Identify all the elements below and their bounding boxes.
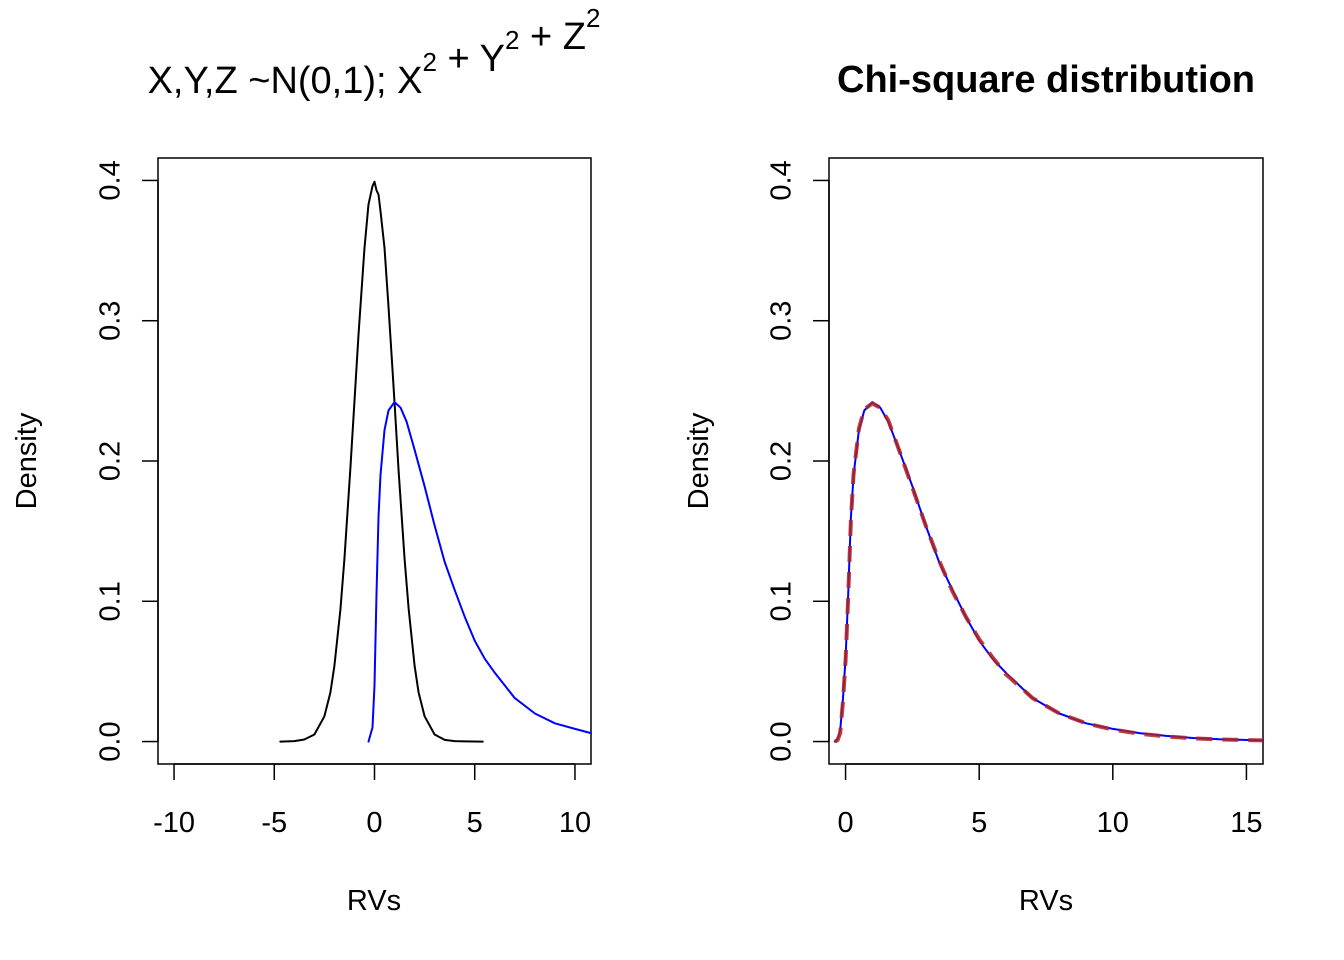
y-tick-label: 0.3 xyxy=(766,301,798,341)
density-curve-dashed xyxy=(833,401,1264,744)
title-term-base: Z xyxy=(563,16,586,58)
left-y-axis: 0.0 0.1 0.2 0.3 0.4 xyxy=(95,160,159,762)
y-tick-label: 0.3 xyxy=(95,301,127,341)
y-tick-label: 0.0 xyxy=(766,721,798,761)
x-tick-label: 0 xyxy=(366,807,382,839)
right-x-axis-label: RVs xyxy=(1019,885,1073,917)
left-x-axis: -10 -5 0 5 10 xyxy=(153,763,591,839)
title-main-part: X,Y,Z ~N(0,1); xyxy=(148,60,398,102)
x-tick-label: 5 xyxy=(971,807,987,839)
x-tick-label: -5 xyxy=(261,807,287,839)
right-chart-panel: Chi-square distribution 0 5 10 15 0.0 0.1 0.2… xyxy=(683,59,1264,917)
title-operator: + xyxy=(437,38,480,80)
title-term-exponent: 2 xyxy=(505,25,519,55)
title-operator: + xyxy=(519,16,562,58)
y-tick-label: 0.2 xyxy=(766,441,798,481)
y-tick-label: 0.1 xyxy=(766,581,798,621)
right-series-lines xyxy=(833,401,1264,744)
y-tick-label: 0.4 xyxy=(766,160,798,200)
y-tick-label: 0.0 xyxy=(95,721,127,761)
left-series-lines xyxy=(279,180,592,743)
x-tick-label: 5 xyxy=(467,807,483,839)
right-y-axis-label: Density xyxy=(683,412,715,509)
x-tick-label: 15 xyxy=(1230,807,1262,839)
y-tick-label: 0.1 xyxy=(95,581,127,621)
y-tick-label: 0.2 xyxy=(95,441,127,481)
density-curve-solid xyxy=(367,401,592,743)
left-chart-panel: X,Y,Z ~N(0,1); X2 + Y2 + Z2 -10 -5 0 5 10 0.… xyxy=(11,3,600,917)
x-tick-label: -10 xyxy=(153,807,195,839)
left-chart-title: X,Y,Z ~N(0,1); X2 + Y2 + Z2 xyxy=(148,3,601,102)
right-plot-frame xyxy=(828,157,1264,765)
y-tick-label: 0.4 xyxy=(95,160,127,200)
density-curve-solid xyxy=(279,180,484,743)
x-tick-label: 10 xyxy=(559,807,591,839)
left-y-axis-label: Density xyxy=(11,412,43,509)
right-x-axis: 0 5 10 15 xyxy=(837,763,1263,839)
title-term-exponent: 2 xyxy=(586,3,600,33)
x-tick-label: 10 xyxy=(1097,807,1129,839)
x-tick-label: 0 xyxy=(837,807,853,839)
title-term-base: X xyxy=(397,60,422,102)
title-term-exponent: 2 xyxy=(423,47,437,77)
title-term-base: Y xyxy=(480,38,505,80)
left-x-axis-label: RVs xyxy=(347,885,401,917)
right-y-axis: 0.0 0.1 0.2 0.3 0.4 xyxy=(766,160,830,762)
right-chart-title: Chi-square distribution xyxy=(837,59,1255,101)
